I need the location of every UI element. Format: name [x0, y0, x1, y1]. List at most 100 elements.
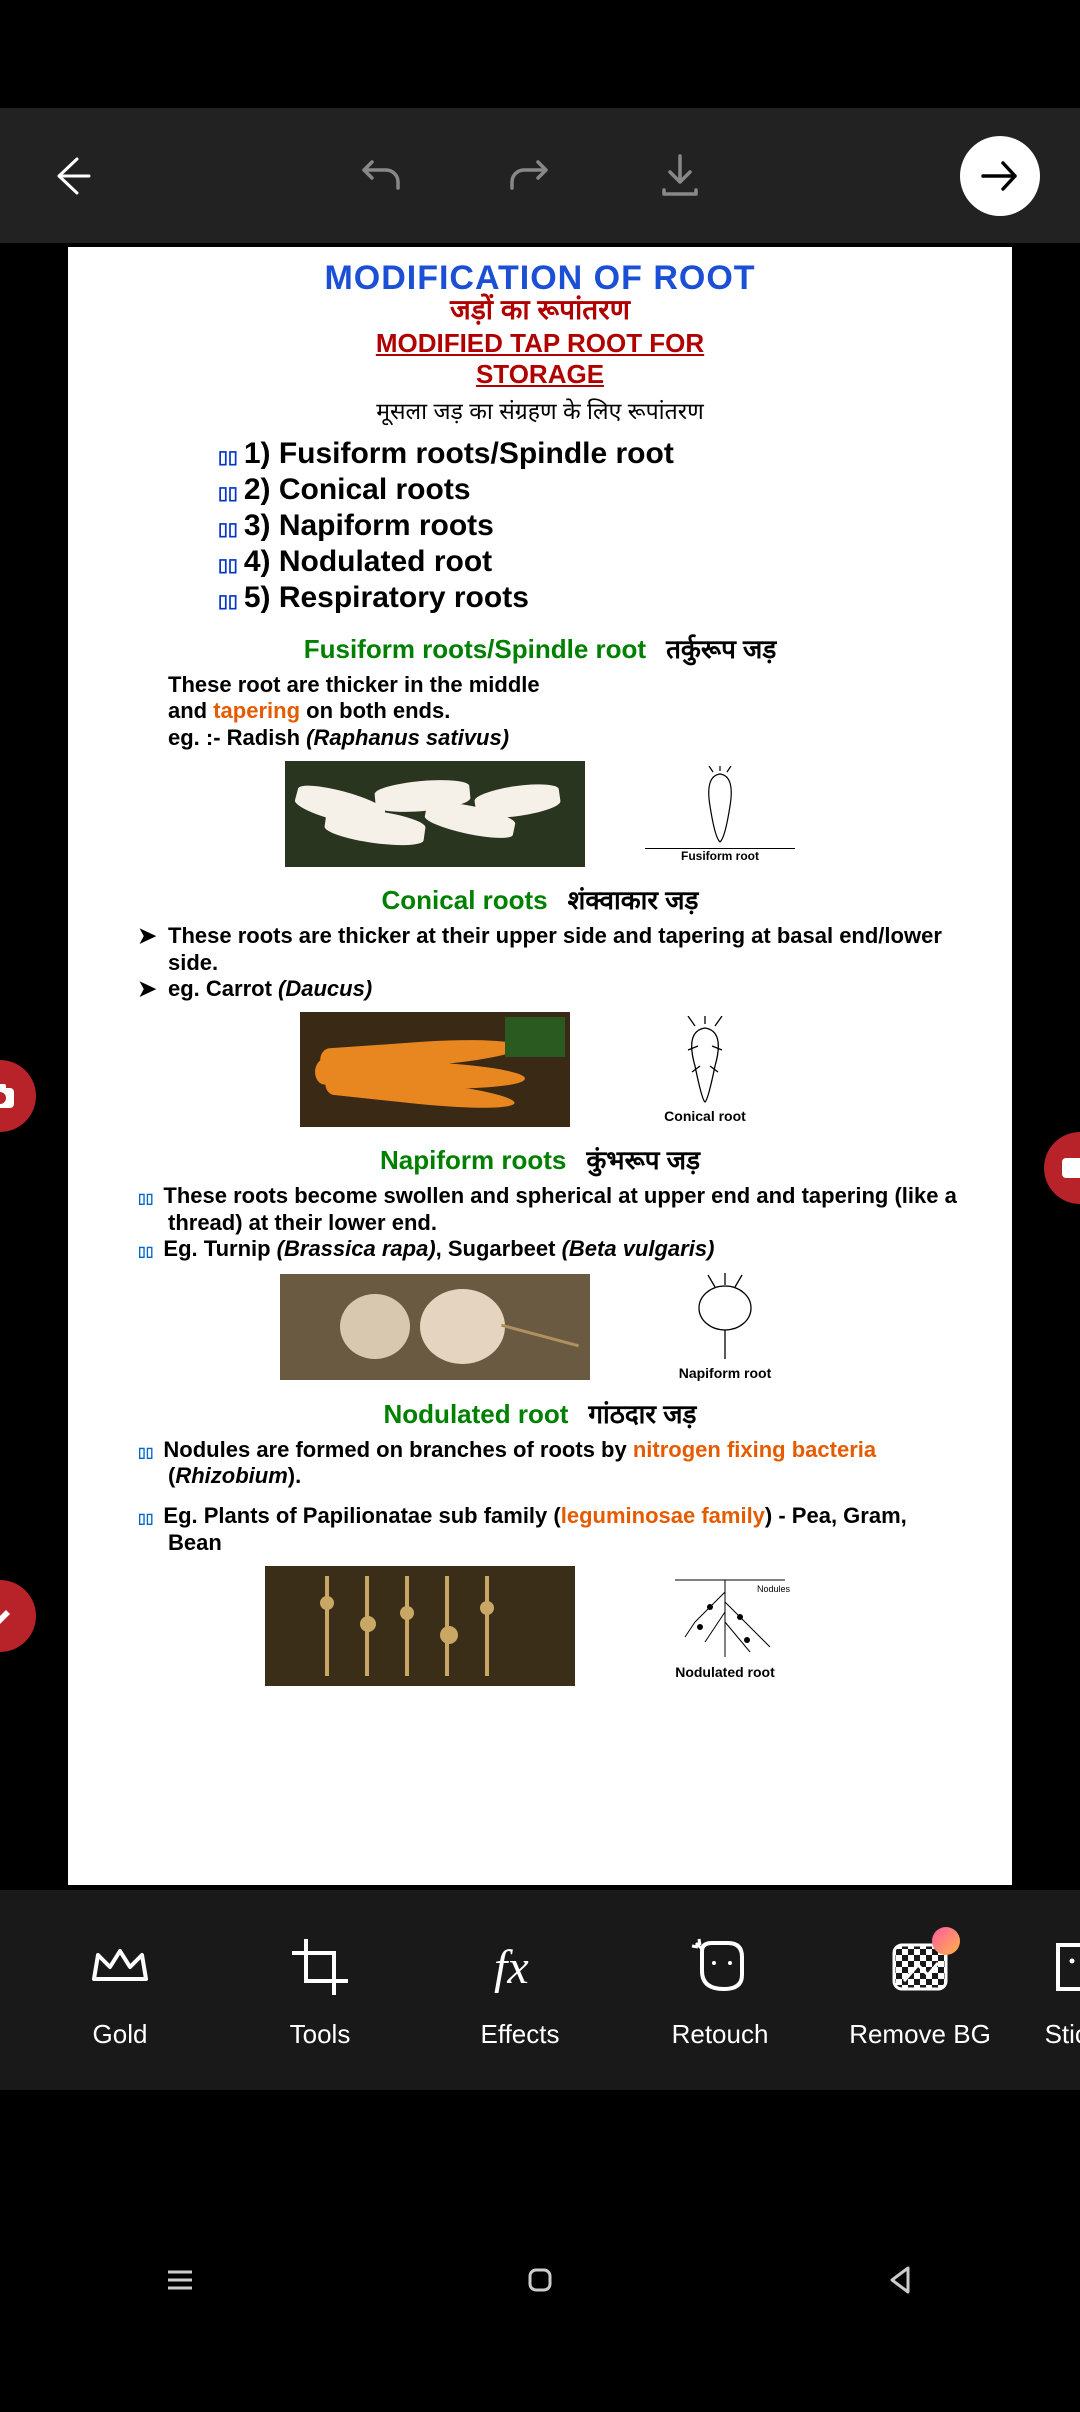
desc-text: and [168, 698, 213, 723]
diagram-label: Conical root [630, 1108, 780, 1124]
sec-title-hi: गांठदार जड़ [588, 1399, 696, 1429]
svg-text:Nodules: Nodules [757, 1584, 791, 1594]
section-fusiform-desc: These root are thicker in the middle and… [168, 672, 962, 751]
edit-canvas[interactable]: MODIFICATION OF ROOT जड़ों का रूपांतरण M… [68, 247, 1012, 1885]
nodulated-diagram: Nodules Nodulated root [635, 1572, 815, 1680]
recents-button[interactable] [150, 2250, 210, 2310]
svg-text:fx: fx [494, 1941, 529, 1994]
desc-text: Eg. Turnip [163, 1236, 276, 1261]
desc-text: on both ends. [300, 698, 450, 723]
desc-text: nitrogen fixing bacteria [633, 1437, 876, 1462]
list-item: ▯▯5) Respiratory roots [218, 580, 982, 616]
removebg-icon [884, 1931, 956, 2003]
section-nodulated-images: Nodules Nodulated root [98, 1566, 982, 1686]
list-text: 4) Nodulated root [244, 545, 492, 578]
list-text: 5) Respiratory roots [244, 581, 529, 614]
section-nodulated-heading: Nodulated root गांठदार जड़ [98, 1395, 982, 1431]
tool-label: Retouch [672, 2019, 769, 2050]
section-napiform-desc: ▯▯These roots become swollen and spheric… [168, 1183, 962, 1262]
desc-text: (Beta vulgaris) [562, 1236, 715, 1261]
napiform-diagram: Napiform root [650, 1273, 800, 1381]
back-button[interactable] [40, 146, 100, 206]
section-conical-images: Conical root [98, 1012, 982, 1127]
desc-text: eg. Carrot [168, 976, 278, 1001]
tool-label: Sticke [1045, 2019, 1080, 2050]
desc-text: These root are thicker in the middle [168, 672, 540, 697]
sec-title-hi: शंक्वाकार जड़ [568, 885, 699, 915]
tool-retouch[interactable]: Retouch [620, 1931, 820, 2050]
nav-back-button[interactable] [870, 2250, 930, 2310]
section-fusiform-images: Fusiform root [98, 761, 982, 867]
system-navbar [0, 2220, 1080, 2340]
doc-sub2: STORAGE [98, 359, 982, 390]
tool-tools[interactable]: Tools [220, 1931, 420, 2050]
radish-photo [285, 761, 585, 867]
desc-text: , Sugarbeet [436, 1236, 562, 1261]
section-conical-heading: Conical roots शंक्वाकार जड़ [98, 881, 982, 917]
desc-text: leguminosae family [561, 1503, 765, 1528]
desc-text: Nodules are formed on branches of roots … [163, 1437, 632, 1462]
draw-button[interactable] [0, 1580, 36, 1652]
tool-label: Gold [93, 2019, 148, 2050]
doc-sub-hi: मूसला जड़ का संग्रहण के लिए रूपांतरण [98, 394, 982, 426]
desc-text: ). [288, 1463, 301, 1488]
desc-text: tapering [213, 698, 300, 723]
tool-gold[interactable]: Gold [20, 1931, 220, 2050]
tool-removebg[interactable]: Remove BG [820, 1931, 1020, 2050]
redo-button[interactable] [500, 146, 560, 206]
tool-label: Effects [480, 2019, 559, 2050]
desc-text: Eg. Plants of Papilionatae sub family ( [163, 1503, 560, 1528]
sticker-icon [1044, 1931, 1080, 2003]
list-item: ▯▯2) Conical roots [218, 472, 982, 508]
desc-text: Rhizobium [175, 1463, 287, 1488]
turnip-photo [280, 1274, 590, 1380]
desc-text: (Daucus) [278, 976, 372, 1001]
conical-diagram: Conical root [630, 1016, 780, 1124]
sec-title-en: Nodulated root [384, 1399, 569, 1429]
list-text: 2) Conical roots [244, 473, 471, 506]
desc-text: (Brassica rapa) [277, 1236, 436, 1261]
tool-sticker[interactable]: Sticke [1020, 1931, 1080, 2050]
desc-text: These roots are thicker at their upper s… [168, 923, 942, 974]
download-button[interactable] [650, 146, 710, 206]
sec-title-hi: कुंभरूप जड़ [586, 1145, 700, 1175]
fusiform-diagram: Fusiform root [645, 766, 795, 863]
sec-title-en: Napiform roots [380, 1145, 566, 1175]
diagram-label: Nodulated root [635, 1664, 815, 1680]
doc-heading-hi: जड़ों का रूपांतरण [98, 290, 982, 328]
diagram-label: Fusiform root [645, 848, 795, 863]
list-item: ▯▯1) Fusiform roots/Spindle root [218, 436, 982, 472]
section-nodulated-desc2: ▯▯Eg. Plants of Papilionatae sub family … [168, 1503, 962, 1556]
home-button[interactable] [510, 2250, 570, 2310]
camera-button[interactable] [0, 1060, 36, 1132]
list-text: 3) Napiform roots [244, 509, 494, 542]
fx-icon: fx [484, 1931, 556, 2003]
diagram-label: Napiform root [650, 1365, 800, 1381]
top-toolbar [0, 108, 1080, 243]
next-button[interactable] [960, 136, 1040, 216]
bottom-toolbar: Gold Tools fx Effects Retouch Remove BG … [0, 1890, 1080, 2090]
nodulated-photo [265, 1566, 575, 1686]
doc-sub1: MODIFIED TAP ROOT FOR [98, 328, 982, 359]
section-conical-desc: ➤These roots are thicker at their upper … [168, 923, 962, 1002]
section-napiform-heading: Napiform roots कुंभरूप जड़ [98, 1141, 982, 1177]
list-text: 1) Fusiform roots/Spindle root [244, 437, 674, 470]
tool-effects[interactable]: fx Effects [420, 1931, 620, 2050]
undo-button[interactable] [350, 146, 410, 206]
section-nodulated-desc: ▯▯Nodules are formed on branches of root… [168, 1437, 962, 1490]
desc-text: eg. :- Radish [168, 725, 306, 750]
tool-label: Remove BG [849, 2019, 991, 2050]
video-button[interactable] [1044, 1132, 1080, 1204]
crop-icon [284, 1931, 356, 2003]
sec-title-hi: तर्कुरूप जड़ [666, 634, 776, 664]
sec-title-en: Conical roots [382, 885, 548, 915]
face-icon [684, 1931, 756, 2003]
section-fusiform-heading: Fusiform roots/Spindle root तर्कुरूप जड़ [98, 630, 982, 666]
carrot-photo [300, 1012, 570, 1127]
list-item: ▯▯4) Nodulated root [218, 544, 982, 580]
sec-title-en: Fusiform roots/Spindle root [304, 634, 646, 664]
list-item: ▯▯3) Napiform roots [218, 508, 982, 544]
desc-text: (Raphanus sativus) [306, 725, 509, 750]
tool-label: Tools [290, 2019, 351, 2050]
crown-icon [84, 1931, 156, 2003]
